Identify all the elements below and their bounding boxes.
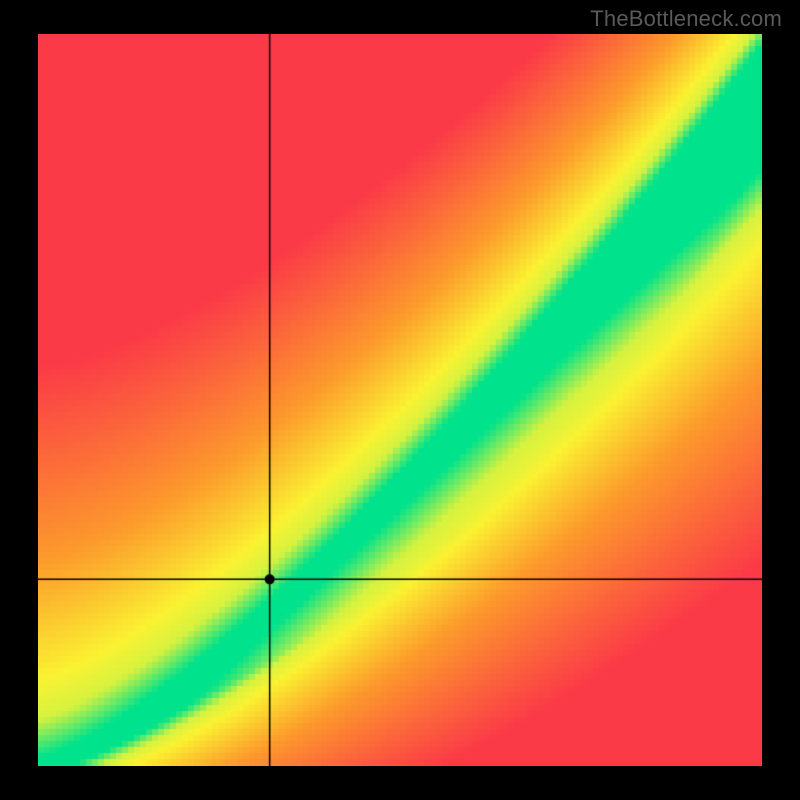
- bottleneck-heatmap: [38, 34, 762, 766]
- heatmap-canvas: [38, 34, 762, 766]
- watermark-text: TheBottleneck.com: [590, 6, 782, 32]
